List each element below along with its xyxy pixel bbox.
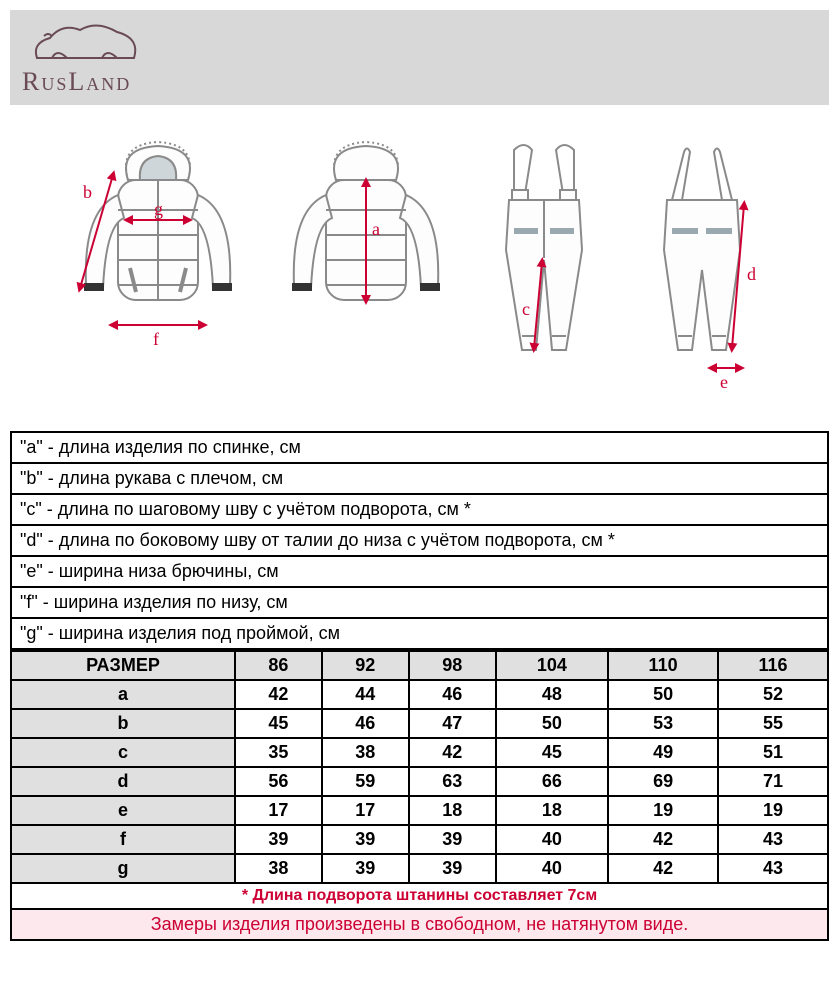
legend-row: "d" - длина по боковому шву от талии до … <box>11 525 828 556</box>
size-cell: 42 <box>608 854 718 883</box>
size-cell: 38 <box>322 738 409 767</box>
size-cell: 71 <box>718 767 828 796</box>
legend-row: "c" - длина по шаговому шву с учётом под… <box>11 494 828 525</box>
footnote-cuff: * Длина подворота штанины составляет 7см <box>10 884 829 910</box>
size-cell: 59 <box>322 767 409 796</box>
size-cell: 17 <box>322 796 409 825</box>
size-row-label: f <box>11 825 235 854</box>
brand-header: RusLand <box>10 10 829 105</box>
brand-logo: RusLand <box>22 18 152 97</box>
legend-row: "e" - ширина низа брючины, см <box>11 556 828 587</box>
size-cell: 39 <box>322 854 409 883</box>
size-row-label: c <box>11 738 235 767</box>
legend-table: "a" - длина изделия по спинке, см"b" - д… <box>10 431 829 650</box>
size-cell: 46 <box>409 680 496 709</box>
size-cell: 42 <box>235 680 322 709</box>
overalls-back-diagram: d e <box>632 140 782 400</box>
size-cell: 55 <box>718 709 828 738</box>
size-header-cell: 116 <box>718 651 828 680</box>
size-cell: 52 <box>718 680 828 709</box>
size-cell: 39 <box>409 854 496 883</box>
overalls-front-diagram: c <box>474 140 614 390</box>
dim-label-g: g <box>154 199 163 219</box>
dim-label-a: a <box>372 219 380 239</box>
size-cell: 42 <box>608 825 718 854</box>
size-cell: 49 <box>608 738 718 767</box>
size-cell: 38 <box>235 854 322 883</box>
size-cell: 19 <box>608 796 718 825</box>
size-row-label: g <box>11 854 235 883</box>
size-row-label: b <box>11 709 235 738</box>
size-cell: 50 <box>608 680 718 709</box>
dim-label-f: f <box>153 329 159 349</box>
bear-icon <box>22 18 152 73</box>
size-header-cell: 104 <box>496 651 608 680</box>
size-header-cell: 110 <box>608 651 718 680</box>
dim-label-d: d <box>747 264 756 284</box>
size-row-label: d <box>11 767 235 796</box>
size-cell: 45 <box>235 709 322 738</box>
size-cell: 35 <box>235 738 322 767</box>
size-cell: 44 <box>322 680 409 709</box>
size-cell: 56 <box>235 767 322 796</box>
size-cell: 39 <box>322 825 409 854</box>
size-cell: 39 <box>409 825 496 854</box>
size-row-label: e <box>11 796 235 825</box>
size-cell: 18 <box>409 796 496 825</box>
size-cell: 17 <box>235 796 322 825</box>
size-cell: 46 <box>322 709 409 738</box>
size-cell: 40 <box>496 854 608 883</box>
brand-name: RusLand <box>22 67 131 97</box>
footnote-measure: Замеры изделия произведены в свободном, … <box>10 910 829 941</box>
jacket-back-diagram: a <box>276 140 456 370</box>
size-cell: 51 <box>718 738 828 767</box>
jacket-front-diagram: b g f <box>58 140 258 370</box>
dim-label-b: b <box>83 182 92 202</box>
dim-label-c: c <box>522 299 530 319</box>
size-cell: 47 <box>409 709 496 738</box>
page-root: RusLand <box>0 0 839 951</box>
size-cell: 43 <box>718 825 828 854</box>
size-cell: 53 <box>608 709 718 738</box>
size-row-label: a <box>11 680 235 709</box>
legend-row: "b" - длина рукава с плечом, см <box>11 463 828 494</box>
size-cell: 39 <box>235 825 322 854</box>
size-cell: 40 <box>496 825 608 854</box>
legend-row: "a" - длина изделия по спинке, см <box>11 432 828 463</box>
size-header-cell: 86 <box>235 651 322 680</box>
dim-label-e: e <box>720 372 728 392</box>
legend-row: "g" - ширина изделия под проймой, см <box>11 618 828 649</box>
size-cell: 19 <box>718 796 828 825</box>
legend-row: "f" - ширина изделия по низу, см <box>11 587 828 618</box>
size-header-cell: 98 <box>409 651 496 680</box>
size-cell: 50 <box>496 709 608 738</box>
size-header-label: РАЗМЕР <box>11 651 235 680</box>
size-cell: 63 <box>409 767 496 796</box>
size-header-cell: 92 <box>322 651 409 680</box>
size-cell: 48 <box>496 680 608 709</box>
garment-diagrams: b g f <box>10 105 829 425</box>
size-cell: 66 <box>496 767 608 796</box>
size-cell: 45 <box>496 738 608 767</box>
size-cell: 43 <box>718 854 828 883</box>
size-cell: 69 <box>608 767 718 796</box>
size-cell: 42 <box>409 738 496 767</box>
size-cell: 18 <box>496 796 608 825</box>
size-table: РАЗМЕР869298104110116 a424446485052b4546… <box>10 650 829 884</box>
